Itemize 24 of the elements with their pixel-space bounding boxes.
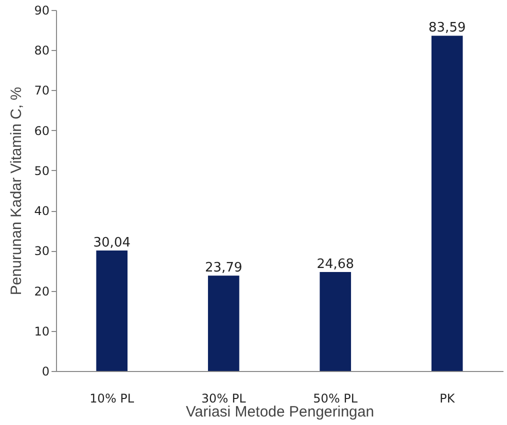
bar [208,276,240,371]
data-label: 83,59 [428,20,466,36]
y-tick-label: 50 [34,164,50,178]
data-label: 23,79 [205,260,242,276]
y-axis-title: Penurunan Kadar Vitamin C, % [8,86,26,296]
y-tick-label: 70 [34,84,50,98]
x-tick-label: PK [440,392,456,406]
y-tick-label: 30 [34,244,50,258]
data-label: 30,04 [93,236,130,251]
data-label: 24,68 [316,257,354,272]
y-tick-label: 40 [34,204,50,218]
y-tick-label: 60 [34,124,50,138]
bar [431,36,463,371]
x-tick-label: 30% PL [201,392,246,406]
bar [96,250,128,371]
x-tick-label: 50% PL [313,392,358,406]
y-tick-label: 20 [34,284,50,298]
y-tick-label: 90 [34,4,50,18]
x-tick-label: 10% PL [90,392,134,406]
x-axis-title: Variasi Metode Pengeringan [186,404,374,420]
y-tick-label: 0 [42,364,50,378]
y-tick-label: 10 [34,324,50,338]
bar [320,272,352,371]
y-tick-label: 80 [34,44,50,58]
